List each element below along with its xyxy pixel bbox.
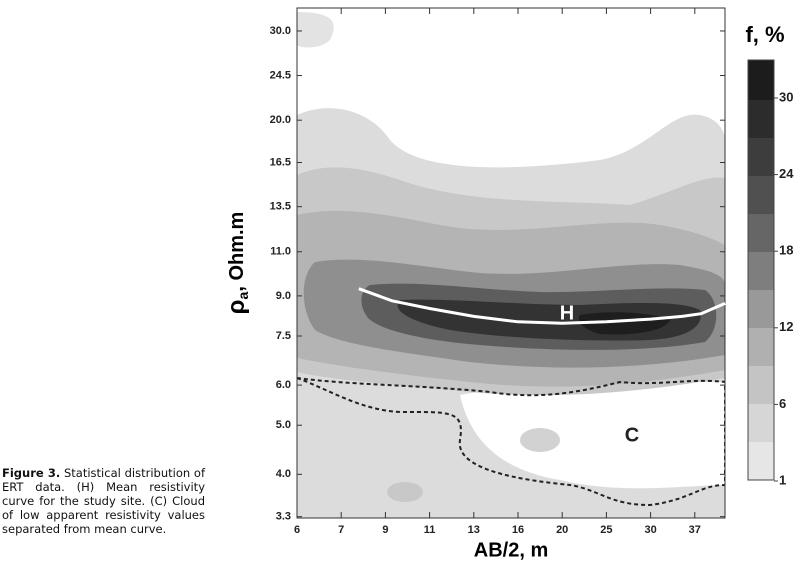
x-tick-label: 20: [556, 524, 568, 536]
x-tick-label: 6: [294, 524, 300, 536]
y-label-unit: , Ohm.m: [226, 212, 248, 292]
colorbar: [747, 59, 775, 481]
x-tick-label: 13: [468, 524, 480, 536]
x-tick-label: 25: [600, 524, 612, 536]
y-tick-label: 24.5: [270, 69, 291, 81]
y-tick-label: 5.0: [276, 419, 291, 431]
y-tick-label: 20.0: [270, 114, 291, 126]
caption: Figure 3. Statistical distribution of ER…: [2, 466, 205, 536]
colorbar-tick-label: 1: [779, 472, 786, 487]
x-tick-label: 16: [512, 524, 524, 536]
x-axis-label: AB/2, m: [474, 539, 548, 561]
y-tick-label: 13.5: [270, 201, 291, 213]
y-tick-label: 30.0: [270, 25, 291, 37]
y-tick-label: 7.5: [276, 330, 291, 342]
mean-curve: [358, 287, 726, 325]
y-tick-label: 9.0: [276, 290, 291, 302]
y-label-symbol: ρ: [223, 299, 250, 314]
annotation: C: [625, 424, 639, 446]
colorbar-tick-label: 18: [779, 243, 793, 258]
colorbar-tick-label: 6: [779, 396, 786, 411]
y-tick-label: 6.0: [276, 379, 291, 391]
caption-label: Figure 3.: [2, 466, 61, 480]
colorbar-tick-label: 30: [779, 89, 793, 104]
colorbar-tick-label: 24: [779, 166, 794, 181]
x-tick-label: 9: [382, 524, 388, 536]
annotation: H: [560, 302, 574, 324]
colorbar-title: f, %: [745, 22, 784, 47]
x-tick-label: 11: [424, 524, 436, 536]
y-tick-label: 4.0: [276, 468, 291, 480]
contour-field: [297, 12, 725, 518]
y-axis-label: ρa, Ohm.m: [223, 212, 250, 315]
x-tick-label: 30: [644, 524, 656, 536]
y-tick-label: 3.3: [276, 511, 291, 523]
colorbar-tick-label: 12: [779, 319, 793, 334]
y-tick-label: 16.5: [270, 156, 291, 168]
y-label-subscript: a: [235, 291, 251, 299]
plot-frame: [296, 7, 726, 519]
caption-text: Statistical distribution of ERT data. (H…: [2, 466, 206, 536]
y-tick-label: 11.0: [270, 246, 291, 258]
x-tick-label: 37: [689, 524, 701, 536]
x-tick-label: 7: [338, 524, 344, 536]
